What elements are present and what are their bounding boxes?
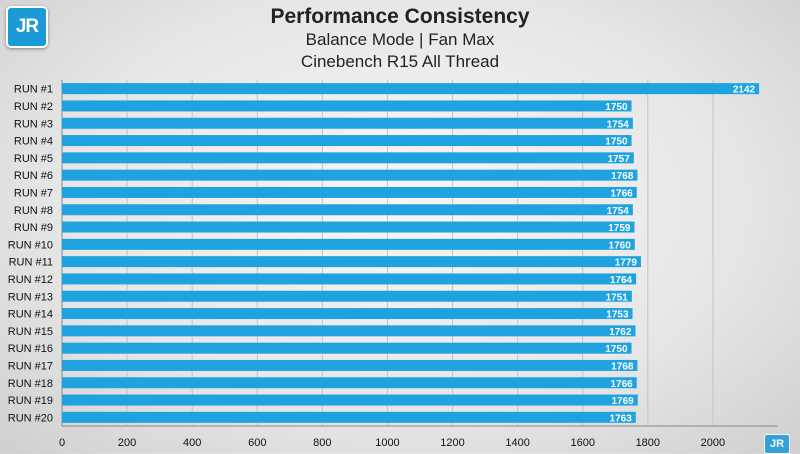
- x-tick-label-1400: 1400: [505, 437, 529, 449]
- category-label-run-17: RUN #17: [8, 360, 53, 372]
- data-label-run-4: 1750: [605, 137, 628, 148]
- category-label-run-19: RUN #19: [8, 395, 53, 407]
- data-label-run-11: 1779: [615, 258, 638, 269]
- category-label-run-20: RUN #20: [8, 412, 53, 424]
- data-label-run-18: 1766: [611, 379, 634, 390]
- x-tick-label-0: 0: [59, 437, 65, 449]
- category-label-run-18: RUN #18: [8, 378, 53, 390]
- data-label-run-2: 1750: [605, 102, 628, 113]
- x-tick-label-2000: 2000: [701, 437, 725, 449]
- bar-run-2: [62, 100, 632, 112]
- bar-run-12: [62, 273, 637, 285]
- category-label-run-15: RUN #15: [8, 326, 53, 338]
- bar-run-20: [62, 411, 636, 423]
- data-label-run-8: 1754: [607, 206, 630, 217]
- category-label-run-10: RUN #10: [8, 239, 53, 251]
- category-label-run-13: RUN #13: [8, 291, 53, 303]
- x-tick-label-800: 800: [313, 437, 331, 449]
- data-label-run-3: 1754: [607, 119, 630, 130]
- category-label-run-14: RUN #14: [8, 309, 53, 321]
- data-label-run-7: 1766: [611, 188, 634, 199]
- jr-logo: JR: [6, 6, 48, 48]
- chart-title: Performance Consistency: [270, 5, 530, 28]
- bar-run-7: [62, 186, 637, 198]
- category-label-run-8: RUN #8: [14, 205, 53, 217]
- x-tick-label-1000: 1000: [375, 437, 399, 449]
- chart-subtitle-2: Cinebench R15 All Thread: [300, 52, 500, 71]
- bar-run-16: [62, 342, 632, 354]
- data-label-run-19: 1769: [611, 396, 634, 407]
- data-label-run-13: 1751: [606, 292, 629, 303]
- category-label-run-2: RUN #2: [14, 101, 53, 113]
- bar-run-14: [62, 308, 633, 320]
- x-tick-label-1200: 1200: [440, 437, 464, 449]
- bar-run-6: [62, 169, 638, 181]
- category-label-run-4: RUN #4: [14, 136, 53, 148]
- bar-run-18: [62, 377, 637, 389]
- data-label-run-1: 2142: [733, 85, 756, 96]
- data-label-run-12: 1764: [610, 275, 633, 286]
- category-label-run-9: RUN #9: [14, 222, 53, 234]
- bar-run-15: [62, 325, 636, 337]
- bar-run-17: [62, 359, 638, 371]
- category-label-run-12: RUN #12: [8, 274, 53, 286]
- bar-run-3: [62, 117, 633, 129]
- bar-run-5: [62, 152, 634, 164]
- category-label-run-6: RUN #6: [14, 170, 53, 182]
- category-label-run-7: RUN #7: [14, 187, 53, 199]
- jr-watermark-logo: JR: [764, 434, 790, 454]
- x-tick-label-400: 400: [183, 437, 201, 449]
- x-tick-label-1600: 1600: [570, 437, 594, 449]
- bar-run-4: [62, 135, 632, 147]
- bar-run-13: [62, 290, 632, 302]
- bar-run-11: [62, 256, 641, 268]
- data-label-run-9: 1759: [608, 223, 631, 234]
- x-tick-label-1800: 1800: [636, 437, 660, 449]
- category-label-run-11: RUN #11: [9, 257, 53, 269]
- data-label-run-16: 1750: [605, 344, 628, 355]
- bar-run-9: [62, 221, 635, 233]
- category-label-run-5: RUN #5: [14, 153, 53, 165]
- x-tick-label-600: 600: [248, 437, 266, 449]
- data-label-run-6: 1768: [611, 171, 634, 182]
- bar-run-19: [62, 394, 638, 406]
- data-label-run-14: 1753: [606, 310, 629, 321]
- bar-run-1: [62, 83, 760, 95]
- bar-run-10: [62, 238, 635, 250]
- category-label-run-3: RUN #3: [14, 118, 53, 130]
- bar-run-8: [62, 204, 633, 216]
- chart-title-block: Performance Consistency Balance Mode | F…: [0, 4, 800, 73]
- category-label-run-16: RUN #16: [8, 343, 53, 355]
- data-label-run-5: 1757: [608, 154, 631, 165]
- data-label-run-15: 1762: [609, 327, 632, 338]
- chart-subtitle-1: Balance Mode | Fan Max: [305, 30, 495, 49]
- data-label-run-17: 1768: [611, 361, 634, 372]
- x-tick-label-200: 200: [118, 437, 136, 449]
- category-label-run-1: RUN #1: [14, 84, 53, 96]
- data-label-run-10: 1760: [609, 240, 632, 251]
- data-label-run-20: 1763: [610, 413, 633, 424]
